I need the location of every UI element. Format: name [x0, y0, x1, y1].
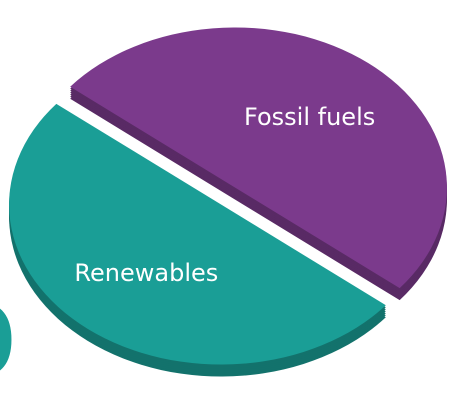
slice: Renewables	[9, 103, 386, 377]
slice: Fossil fuels	[70, 27, 447, 301]
slice-label: Renewables	[74, 259, 218, 287]
slice-top	[70, 27, 447, 289]
annotation: 0	[0, 285, 16, 397]
slice-top	[9, 103, 386, 365]
slice-label: Fossil fuels	[244, 103, 375, 131]
